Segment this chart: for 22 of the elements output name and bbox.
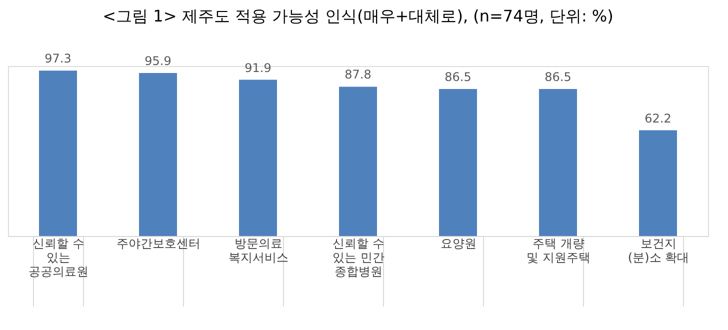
x-tick-label: 신뢰할 수 있는 공공의료원 (28, 236, 88, 278)
x-tick-label: 신뢰할 수 있는 민간 종합병원 (332, 236, 384, 278)
chart-title: <그림 1> 제주도 적용 가능성 인식(매우+대체로), (n=74명, 단위: %) (102, 6, 614, 26)
bar (139, 72, 177, 236)
data-label: 91.9 (244, 60, 272, 75)
bar (539, 88, 577, 236)
bar (639, 130, 677, 236)
x-tick-label: 보건지 (분)소 확대 (628, 236, 690, 264)
data-label: 62.2 (644, 111, 672, 126)
x-tick-label: 주야간보호센터 (116, 236, 200, 250)
data-label: 95.9 (144, 54, 172, 68)
bar (339, 86, 377, 236)
bar (439, 88, 477, 236)
data-label: 86.5 (544, 70, 572, 84)
bar (239, 80, 277, 236)
x-tick-label: 방문의료 복지서비스 (228, 236, 288, 264)
bar (39, 70, 77, 236)
data-label: 86.5 (444, 70, 472, 84)
data-label: 97.3 (44, 52, 72, 66)
x-tick-label: 주택 개량 및 지원주택 (526, 236, 590, 264)
x-tick-label: 요양원 (440, 236, 476, 250)
data-label: 87.8 (344, 68, 372, 82)
